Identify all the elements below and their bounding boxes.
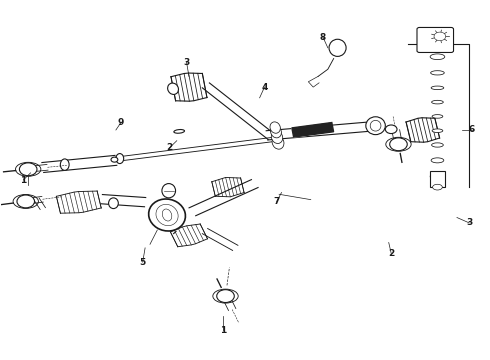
Polygon shape (202, 83, 275, 140)
Circle shape (385, 125, 397, 134)
Ellipse shape (116, 154, 123, 163)
Ellipse shape (329, 39, 346, 57)
Text: 3: 3 (183, 58, 190, 67)
Polygon shape (292, 122, 334, 137)
Ellipse shape (156, 204, 178, 226)
Polygon shape (266, 122, 372, 140)
Ellipse shape (174, 130, 185, 133)
Text: 9: 9 (118, 118, 124, 127)
Text: 2: 2 (167, 143, 172, 152)
Ellipse shape (270, 126, 281, 138)
Text: 1: 1 (220, 325, 226, 334)
Ellipse shape (270, 122, 280, 133)
Circle shape (111, 157, 118, 162)
Ellipse shape (432, 100, 443, 104)
Text: 7: 7 (273, 197, 280, 206)
Ellipse shape (60, 159, 69, 170)
Text: 1: 1 (20, 176, 26, 185)
Ellipse shape (432, 129, 443, 132)
Circle shape (217, 290, 234, 302)
Circle shape (434, 32, 446, 41)
Ellipse shape (162, 184, 175, 198)
Ellipse shape (370, 120, 381, 131)
Ellipse shape (162, 209, 172, 221)
Polygon shape (101, 194, 146, 207)
Ellipse shape (271, 131, 283, 144)
Ellipse shape (168, 83, 178, 94)
Ellipse shape (430, 174, 445, 179)
Ellipse shape (431, 158, 444, 163)
Text: 2: 2 (388, 249, 394, 258)
Ellipse shape (432, 143, 443, 147)
Polygon shape (165, 226, 176, 234)
Ellipse shape (148, 199, 185, 231)
FancyBboxPatch shape (417, 27, 454, 53)
Bar (430, 171, 445, 187)
Ellipse shape (272, 136, 284, 149)
Ellipse shape (433, 184, 442, 190)
Polygon shape (42, 156, 117, 172)
Text: 6: 6 (468, 126, 475, 135)
Text: 3: 3 (466, 219, 472, 228)
Polygon shape (189, 180, 258, 216)
Ellipse shape (432, 114, 443, 118)
Text: 8: 8 (320, 33, 326, 42)
Circle shape (17, 195, 34, 208)
Polygon shape (292, 122, 334, 137)
Text: 5: 5 (140, 258, 146, 267)
Ellipse shape (430, 54, 445, 60)
Ellipse shape (109, 198, 118, 208)
Polygon shape (115, 138, 272, 161)
Text: 4: 4 (261, 83, 268, 92)
Circle shape (390, 138, 407, 151)
Circle shape (20, 163, 37, 176)
Ellipse shape (366, 117, 385, 135)
Ellipse shape (431, 86, 444, 90)
Ellipse shape (431, 71, 444, 75)
Polygon shape (34, 198, 46, 210)
Polygon shape (202, 229, 238, 251)
